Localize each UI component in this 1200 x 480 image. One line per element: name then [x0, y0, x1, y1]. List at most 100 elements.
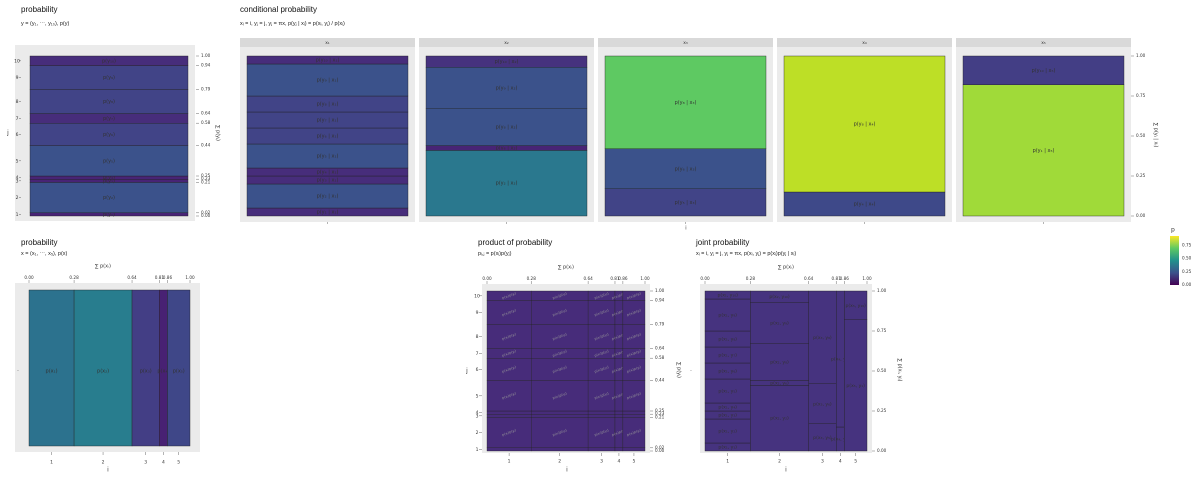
joint-y2tick-4: 1.00 [877, 288, 887, 293]
joint-xtick-2: 2 [778, 459, 781, 465]
joint-cell-x1-8 [704, 298, 751, 332]
cond-bar-label-x2-0: p(y₂ | x₂) [496, 181, 518, 187]
ytick-j-4: 4 [16, 175, 19, 181]
product-cell-3-9 [587, 300, 616, 325]
product-y2tick-3: 0.23 [655, 411, 665, 416]
facet-label-1: x₁ [325, 41, 330, 46]
cond-bar-x5-1 [962, 55, 1125, 85]
joint-cell-label-x3-1: p(x₃, y₆) [813, 401, 832, 407]
product-cell-label-2-6: p(xᵢ)p(yⱼ) [552, 365, 568, 374]
product-cell-label-4-6: p(xᵢ)p(yⱼ) [611, 365, 627, 374]
cond-bar-label-x3-1: p(y₆ | x₃) [675, 166, 697, 172]
product-cell-1-3 [486, 414, 532, 418]
cond-ytick-3: 0.75 [1136, 93, 1146, 98]
bar-label-y1: p(y₁) [103, 212, 115, 218]
joint-cell-label-x1-4: p(x₁, y₅) [718, 389, 737, 395]
legend-tick-0: 0.00 [1182, 282, 1192, 287]
product-cell-label-3-2: p(xᵢ)p(yⱼ) [594, 428, 610, 437]
product-cell-label-3-9: p(xᵢ)p(yⱼ) [594, 308, 610, 317]
joint-cell-label-x1-1: p(x₁, y₂) [718, 429, 737, 435]
joint-cell-label-x5-1: p(x₅, y₁₀) [845, 303, 866, 309]
bar-x1 [28, 289, 75, 447]
bar-label-y7: p(y₇) [103, 116, 115, 122]
product-cell-label-4-2: p(xᵢ)p(yⱼ) [611, 428, 627, 437]
cond-bar-x2-4 [425, 55, 588, 68]
product-cell-2-8 [531, 324, 589, 349]
product-xlabel: i [566, 467, 568, 474]
bar-label-x4: p(x₄) [157, 369, 169, 375]
joint-y2tick-0: 0.00 [877, 448, 887, 453]
joint-cell-x5-1 [844, 290, 868, 320]
product-cell-1-1 [486, 447, 532, 452]
cond-bar-label-x5-0: p(y₁ | x₅) [1033, 148, 1055, 154]
xtick-i-3: 3 [144, 460, 147, 466]
bar-label-y8: p(y₈) [103, 99, 115, 105]
cond-bar-label-x2-3: p(y₉ | x₂) [496, 86, 518, 92]
product-cell-2-5 [531, 380, 589, 412]
product-cell-label-5-9: p(xᵢ)p(yⱼ) [626, 308, 642, 317]
joint-cell-x3-2 [808, 290, 837, 385]
bar-y9 [29, 65, 189, 90]
cond-title: conditional probability [240, 5, 317, 14]
product-cell-2-4 [531, 410, 589, 415]
cond-bar-x1-4 [246, 143, 409, 169]
product-cell-label-5-10: p(xᵢ)p(yⱼ) [626, 291, 642, 300]
joint-cell-x1-1 [704, 418, 751, 444]
facet-strip-2 [419, 38, 594, 47]
product-x2tick-0: 0.00 [482, 276, 492, 281]
cond-bar-label-x2-2: p(y₈ | x₂) [496, 125, 518, 131]
product-cell-5-3 [622, 414, 646, 418]
product-cell-1-4 [486, 410, 532, 415]
y2tick-5: 0.44 [201, 143, 211, 148]
product-cell-label-2-5: p(xᵢ)p(yⱼ) [552, 391, 568, 400]
bar-y5 [29, 145, 189, 177]
legend-tick-1: 0.25 [1182, 269, 1192, 274]
xtick-i-2: 2 [102, 460, 105, 466]
bar-label-y9: p(y₉) [103, 75, 115, 81]
marg-y-title: probability [21, 5, 58, 14]
cond-bar-x1-9 [246, 55, 409, 65]
y2tick-10: 1.00 [201, 53, 211, 58]
cond-bar-label-x1-4: p(y₅ | x₁) [317, 154, 339, 160]
product-cell-label-4-5: p(xᵢ)p(yⱼ) [611, 391, 627, 400]
marg-x-title: probability [21, 238, 58, 247]
product-cell-label-3-5: p(xᵢ)p(yⱼ) [594, 391, 610, 400]
joint-y2tick-3: 0.75 [877, 328, 887, 333]
product-cell-2-3 [531, 414, 589, 418]
product-x2tick-2: 0.64 [583, 276, 593, 281]
bar-label-y10: p(y₁₀) [102, 58, 116, 64]
product-cell-label-5-6: p(xᵢ)p(yⱼ) [626, 365, 642, 374]
facet-label-2: x₂ [504, 41, 509, 46]
product-xtick-2: 2 [558, 459, 561, 465]
product-ytick-5: 5 [476, 393, 479, 399]
bar-x2 [73, 289, 133, 447]
bar-label-y2: p(y₂) [103, 195, 115, 201]
cond-ytick-0: 0.00 [1136, 213, 1146, 218]
y2tick-2: 0.21 [201, 179, 211, 184]
joint-cell-label-x1-8: p(x₁, y₉) [718, 313, 737, 319]
cond-bar-label-x1-6: p(y₇ | x₁) [317, 118, 339, 124]
ytick-j-2: 2 [16, 195, 19, 201]
joint-cell-label-x3-0: p(x₃, y₅) [813, 435, 832, 441]
product-x2tick-4: 0.86 [618, 276, 628, 281]
cond-bar-label-x3-2: p(y₈ | x₃) [675, 100, 697, 106]
product-cell-label-5-5: p(xᵢ)p(yⱼ) [626, 391, 642, 400]
ytick-j-3: 3 [16, 178, 19, 184]
y2tick-0: 0.00 [201, 213, 211, 218]
joint-y2label: ∑ p(xᵢ, yⱼ) [897, 359, 903, 382]
bar-label-x5: p(x₅) [173, 369, 185, 375]
product-cell-4-1 [614, 447, 624, 452]
cond-bar-x5-0 [962, 84, 1125, 217]
product-cell-label-4-9: p(xᵢ)p(yⱼ) [611, 308, 627, 317]
cond-bar-label-x2-1: p(y₆ | x₂) [496, 146, 518, 152]
joint-x2tick-5: 1.00 [862, 276, 872, 281]
product-ytick-3: 3 [476, 413, 479, 419]
product-cell-label-2-8: p(xᵢ)p(yⱼ) [552, 332, 568, 341]
product-cell-label-3-10: p(xᵢ)p(yⱼ) [594, 291, 610, 300]
joint-cell-label-x2-2: p(x₂, y₈) [770, 360, 789, 366]
xtick-i-5: 5 [177, 460, 180, 466]
cond-bar-label-x1-5: p(y₆ | x₁) [317, 134, 339, 140]
y2tick-3: 0.23 [201, 176, 211, 181]
product-cell-1-9 [486, 300, 532, 325]
